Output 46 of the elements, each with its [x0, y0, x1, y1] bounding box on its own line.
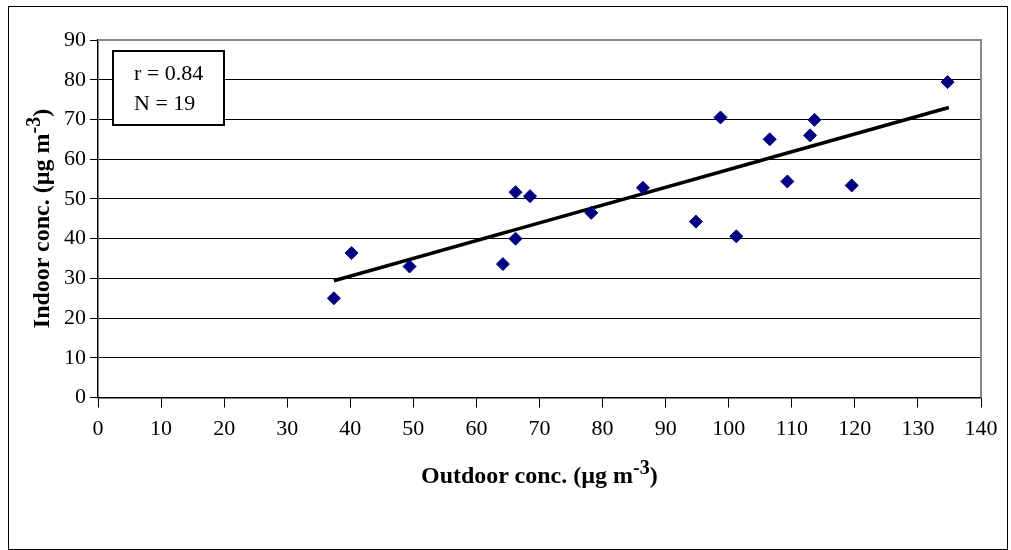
x-tick-label: 30 — [276, 414, 299, 440]
x-tick-label: 120 — [838, 414, 872, 440]
x-tick-label: 40 — [339, 414, 362, 440]
point — [402, 259, 417, 274]
x-tick-label: 50 — [402, 414, 425, 440]
y-tick-label: 50 — [64, 184, 86, 210]
x-axis-title: Outdoor conc. (µg m$^{-3}$) — [421, 455, 658, 489]
y-tick-label: 0 — [75, 383, 86, 409]
y-tick-label: 70 — [64, 105, 86, 131]
point — [508, 185, 523, 200]
x-tick-label: 140 — [964, 414, 998, 440]
y-tick-label: 10 — [64, 343, 86, 369]
y-tick-label: 20 — [64, 303, 86, 329]
y-tick-label: 80 — [64, 65, 86, 91]
point — [523, 189, 538, 204]
annotation: N = 19 — [134, 89, 197, 117]
point — [584, 205, 599, 220]
point — [688, 214, 703, 229]
point — [780, 174, 795, 189]
y-tick-label: 40 — [64, 224, 86, 250]
point — [807, 112, 822, 127]
point — [940, 75, 955, 90]
point — [508, 231, 523, 246]
point — [635, 180, 650, 195]
point — [729, 229, 744, 244]
y-tick-label: 90 — [64, 25, 86, 51]
y-tick-label: 60 — [64, 144, 86, 170]
y-tick-label: 30 — [64, 264, 86, 290]
point — [844, 178, 859, 193]
point — [713, 110, 728, 125]
point — [762, 132, 777, 147]
point — [803, 128, 818, 143]
x-tick-label: 110 — [775, 414, 808, 440]
x-tick-label: 20 — [213, 414, 236, 440]
x-tick-label: 80 — [591, 414, 614, 440]
x-tick-label: 0 — [92, 414, 104, 440]
x-tick-label: 10 — [150, 414, 173, 440]
annotation: r = 0.84 — [134, 59, 204, 87]
x-tick-label: 60 — [465, 414, 488, 440]
x-tick-label: 90 — [654, 414, 677, 440]
point — [326, 291, 341, 306]
x-tick-label: 70 — [528, 414, 551, 440]
x-tick-label: 100 — [712, 414, 746, 440]
x-tick-label: 130 — [901, 414, 935, 440]
point — [344, 245, 359, 260]
point — [495, 257, 510, 272]
